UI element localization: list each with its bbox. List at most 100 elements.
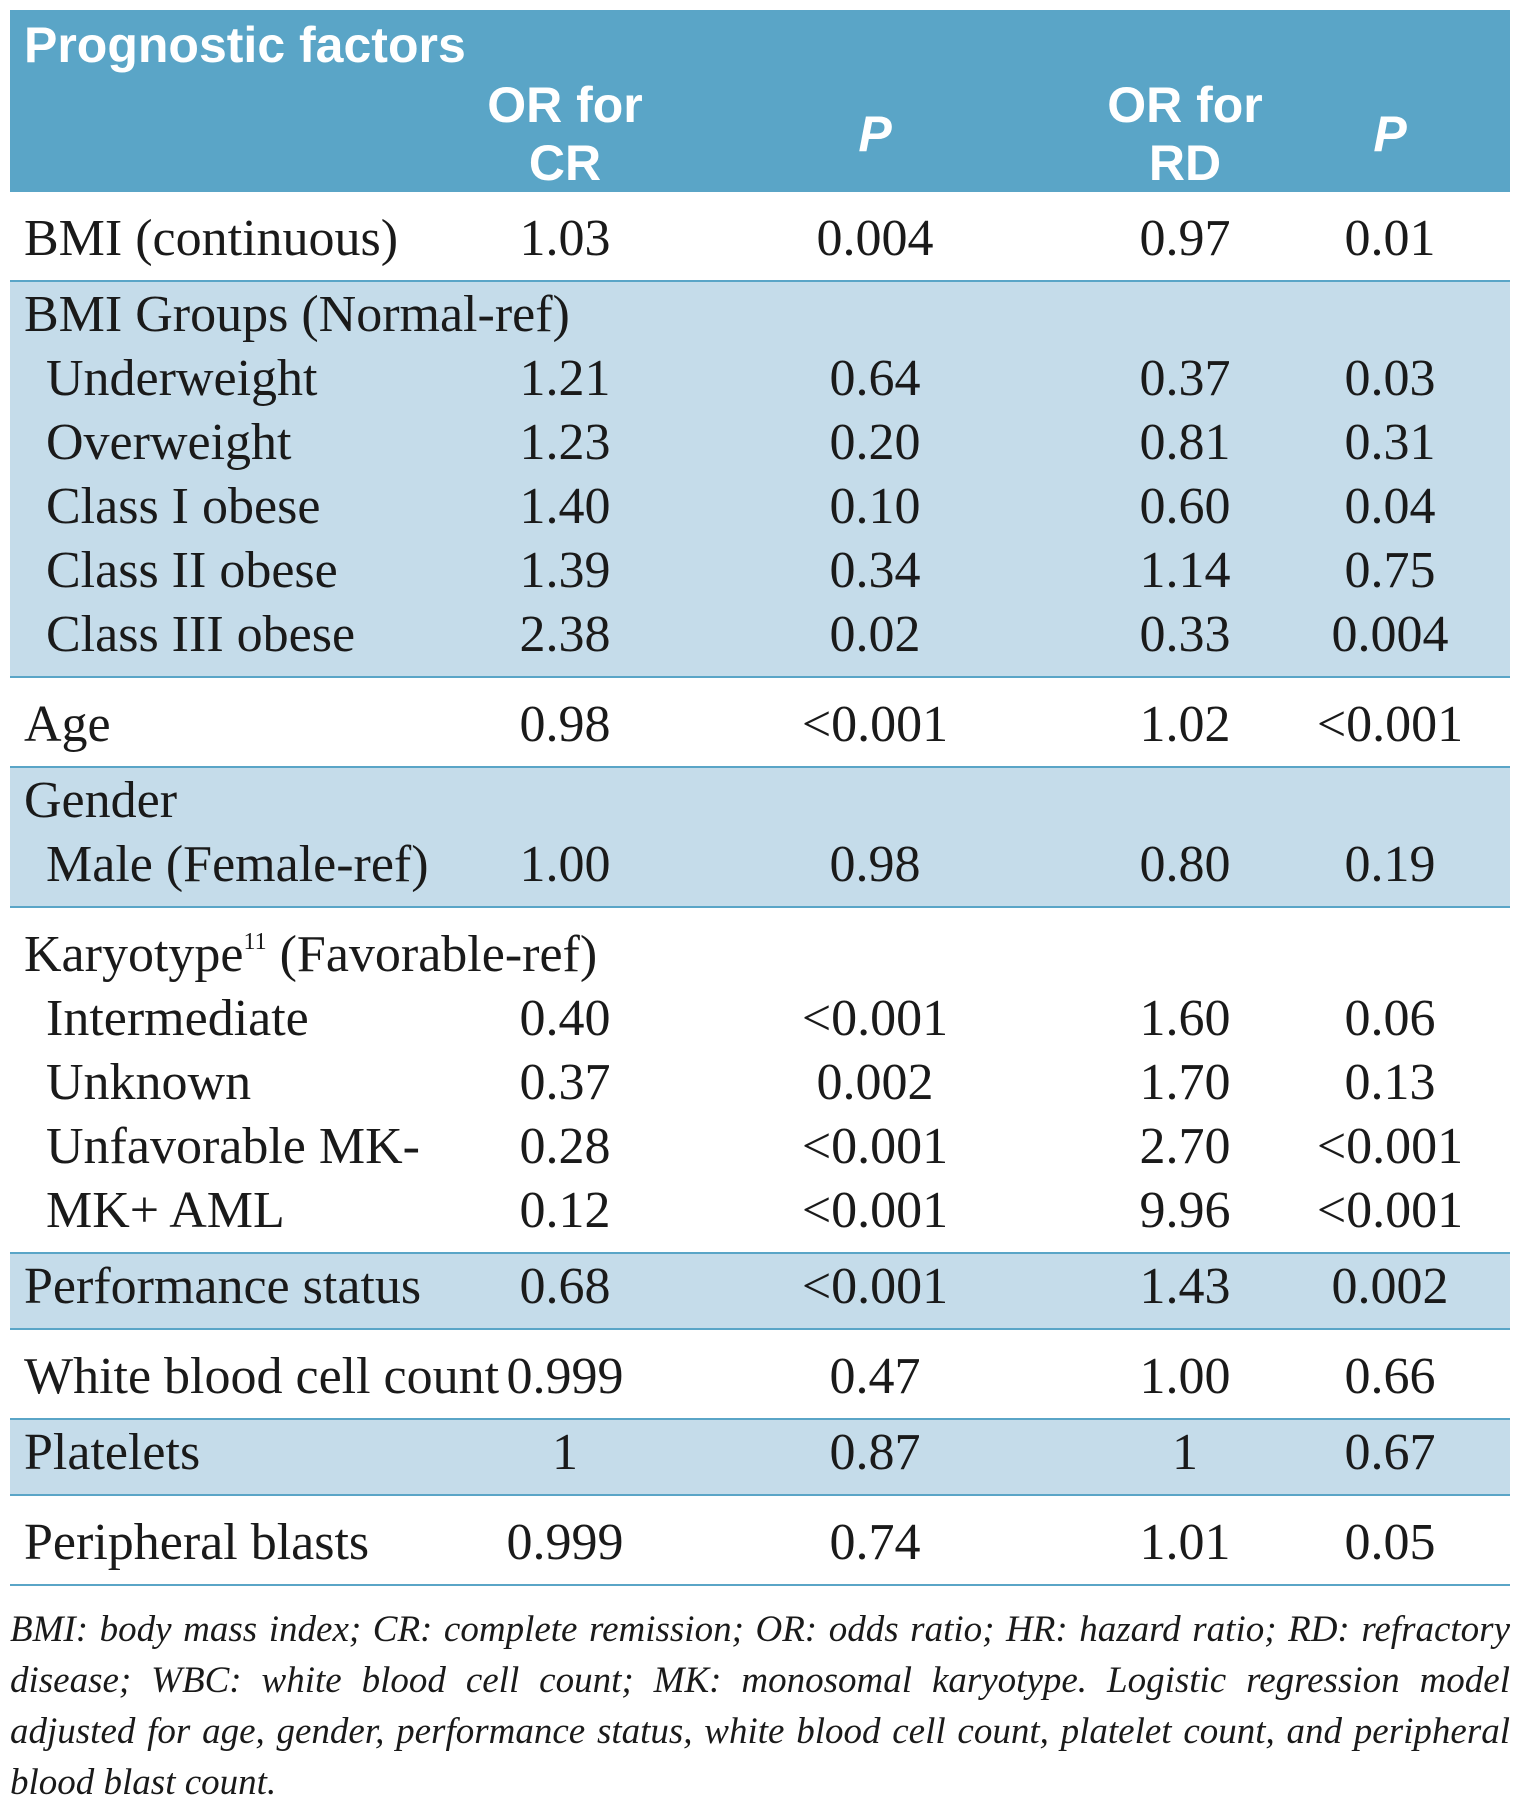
p-rd-value: 0.06: [1344, 989, 1436, 1047]
group-label: BMI Groups (Normal-ref): [10, 281, 1511, 346]
p-rd-value: 0.03: [1270, 346, 1511, 410]
p-rd-value: 0.67: [1270, 1419, 1511, 1496]
table-row: Class III obese 2.38 0.02 0.33 0.004: [10, 602, 1511, 678]
p-cr-value: 0.004: [650, 192, 1100, 282]
or-cr-value: 0.98: [480, 677, 650, 768]
row-label: Underweight: [10, 346, 480, 410]
table-row: Peripheral blasts 0.999 0.74 1.01 0.05: [10, 1495, 1511, 1586]
row-label: Class II obese: [10, 538, 480, 602]
p-rd-value: 0.004: [1270, 602, 1511, 678]
group-platelets: Platelets 1 0.87 1 0.67: [10, 1419, 1511, 1496]
or-cr-value: 0.999: [480, 1495, 650, 1586]
karyotype-label: Karyotype: [24, 925, 244, 983]
or-rd-value: 0.81: [1100, 410, 1270, 474]
table-row: Karyotype11 (Favorable-ref): [10, 907, 1510, 986]
table-row: BMI (continuous) 1.03 0.004 0.97 0.01: [10, 192, 1511, 282]
row-label: Platelets: [10, 1419, 480, 1496]
table-row: Platelets 1 0.87 1 0.67: [10, 1419, 1511, 1496]
p-cr-value: 0.47: [650, 1329, 1100, 1420]
row-label: Class I obese: [10, 474, 480, 538]
karyotype-ref: (Favorable-ref): [266, 925, 598, 983]
or-rd-value: 2.70: [1139, 1117, 1231, 1175]
header-p-rd: P: [1270, 76, 1511, 192]
p-cr-value: 0.98: [650, 832, 1100, 908]
or-rd-value: 0.33: [1100, 602, 1270, 678]
p-cr-value: 0.002: [816, 1053, 934, 1111]
table-row: Gender: [10, 767, 1511, 832]
or-cr-value: 0.999: [480, 1329, 650, 1420]
table-row: Unfavorable MK- 0.28 <0.001 2.70 <0.001: [10, 1114, 1510, 1178]
p-cr-value: <0.001: [801, 989, 949, 1047]
or-cr-value: 1: [480, 1419, 650, 1496]
p-rd-value: <0.001: [1270, 677, 1511, 768]
p-rd-value: 0.31: [1270, 410, 1511, 474]
p-cr-value: <0.001: [801, 1117, 949, 1175]
table-row: Intermediate 0.40 <0.001 1.60 0.06: [10, 986, 1510, 1050]
or-cr-value: 2.38: [480, 602, 650, 678]
or-cr-value: 0.40: [519, 989, 611, 1047]
group-karyotype: Karyotype11 (Favorable-ref) Intermediate…: [10, 907, 1511, 1254]
p-cr-value: 0.64: [650, 346, 1100, 410]
or-cr-value: 1.40: [480, 474, 650, 538]
group-label: Karyotype11 (Favorable-ref): [10, 907, 1510, 986]
row-label: Overweight: [10, 410, 480, 474]
or-rd-value: 0.97: [1100, 192, 1270, 282]
table-row: Class II obese 1.39 0.34 1.14 0.75: [10, 538, 1511, 602]
row-label: Unknown: [46, 1053, 252, 1111]
or-cr-value: 1.21: [480, 346, 650, 410]
group-blasts: Peripheral blasts 0.999 0.74 1.01 0.05: [10, 1495, 1511, 1586]
group-performance: Performance status 0.68 <0.001 1.43 0.00…: [10, 1253, 1511, 1330]
p-cr-value: 0.20: [650, 410, 1100, 474]
table-row: Unknown 0.37 0.002 1.70 0.13: [10, 1050, 1510, 1114]
p-rd-value: <0.001: [1270, 1178, 1511, 1254]
row-label: Peripheral blasts: [10, 1495, 480, 1586]
table-row: Performance status 0.68 <0.001 1.43 0.00…: [10, 1253, 1511, 1330]
p-cr-value: <0.001: [650, 677, 1100, 768]
table-row: Age 0.98 <0.001 1.02 <0.001: [10, 677, 1511, 768]
table-row: Underweight 1.21 0.64 0.37 0.03: [10, 346, 1511, 410]
header-or-cr: OR for CR: [480, 76, 650, 192]
row-label: White blood cell count: [10, 1329, 499, 1420]
p-rd-value: 0.04: [1270, 474, 1511, 538]
row-label: Age: [10, 677, 480, 768]
p-cr-value: 0.02: [650, 602, 1100, 678]
reference-superscript: 11: [243, 928, 267, 955]
table-row: BMI Groups (Normal-ref): [10, 281, 1511, 346]
group-bmi-groups: BMI Groups (Normal-ref) Underweight 1.21…: [10, 281, 1511, 678]
or-cr-value: 0.37: [519, 1053, 611, 1111]
or-cr-value: 0.28: [519, 1117, 611, 1175]
table-row: White blood cell count 0.999 0.47 1.00 0…: [10, 1329, 1511, 1420]
p-cr-value: 0.74: [650, 1495, 1100, 1586]
row-label: Unfavorable MK-: [46, 1117, 420, 1175]
or-cr-value: 0.68: [480, 1253, 650, 1330]
header-title: Prognostic factors: [10, 10, 1511, 76]
or-rd-value: 0.60: [1100, 474, 1270, 538]
or-cr-value: 1.23: [480, 410, 650, 474]
or-rd-value: 1.43: [1100, 1253, 1270, 1330]
or-cr-value: 1.00: [480, 832, 650, 908]
group-age: Age 0.98 <0.001 1.02 <0.001: [10, 677, 1511, 768]
or-rd-value: 1.60: [1139, 989, 1231, 1047]
row-label: BMI (continuous): [10, 192, 480, 282]
group-bmi-continuous: BMI (continuous) 1.03 0.004 0.97 0.01: [10, 192, 1511, 282]
or-rd-value: 9.96: [1100, 1178, 1270, 1254]
p-rd-value: 0.002: [1270, 1253, 1511, 1330]
p-rd-value: 0.13: [1344, 1053, 1436, 1111]
p-rd-value: 0.01: [1270, 192, 1511, 282]
header-or-rd: OR for RD: [1100, 76, 1270, 192]
table-row: Class I obese 1.40 0.10 0.60 0.04: [10, 474, 1511, 538]
p-rd-value: <0.001: [1316, 1117, 1464, 1175]
or-rd-value: 1.01: [1100, 1495, 1270, 1586]
or-rd-value: 0.80: [1100, 832, 1270, 908]
table-row: Male (Female-ref) 1.00 0.98 0.80 0.19: [10, 832, 1511, 908]
header-p-cr: P: [650, 76, 1100, 192]
or-cr-value: 1.39: [480, 538, 650, 602]
p-cr-value: <0.001: [650, 1178, 1100, 1254]
table-row: MK+ AML 0.12 <0.001 9.96 <0.001: [10, 1178, 1511, 1254]
or-rd-value: 1.70: [1139, 1053, 1231, 1111]
or-rd-value: 1.14: [1100, 538, 1270, 602]
table-footnote: BMI: body mass index; CR: complete remis…: [10, 1609, 1510, 1803]
p-rd-value: 0.75: [1270, 538, 1511, 602]
or-rd-value: 0.37: [1100, 346, 1270, 410]
row-label: Performance status: [10, 1253, 480, 1330]
